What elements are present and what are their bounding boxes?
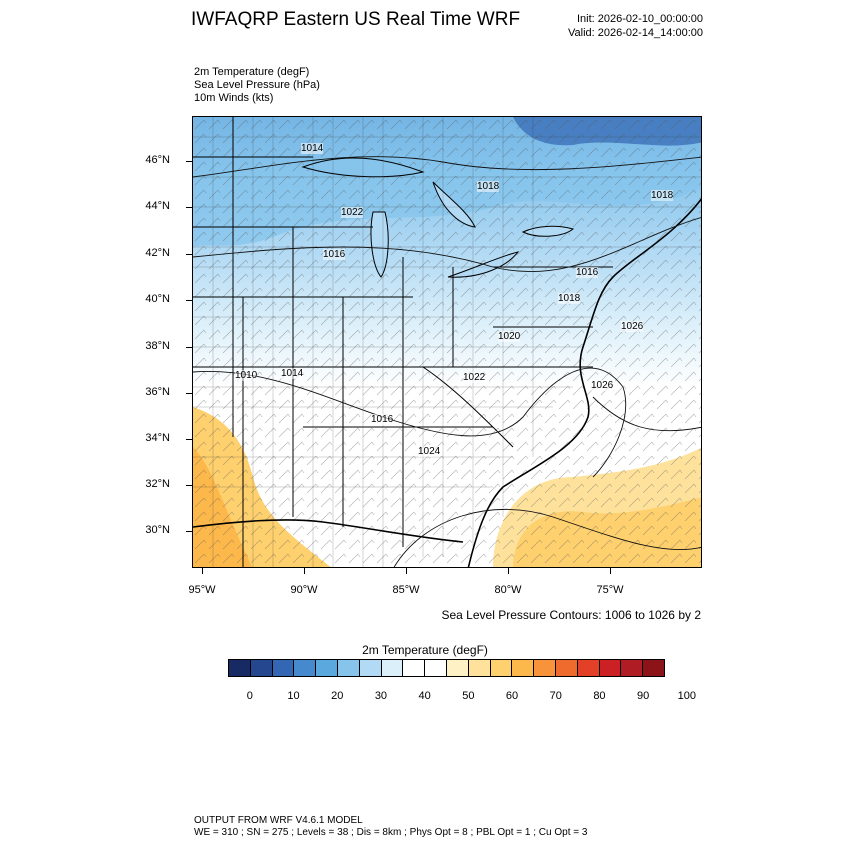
colorbar-box bbox=[577, 660, 600, 676]
weather-map: 1014 1018 1018 1016 1016 1018 1020 1022 … bbox=[192, 116, 702, 568]
lat-label: 38°N bbox=[145, 340, 170, 352]
county-borders bbox=[193, 117, 701, 567]
colorbar-label: 80 bbox=[593, 690, 606, 702]
lat-tick bbox=[186, 393, 192, 394]
lat-label: 42°N bbox=[145, 247, 170, 259]
colorbar-box bbox=[294, 660, 317, 676]
lat-label: 44°N bbox=[145, 200, 170, 212]
colorbar-label: 40 bbox=[418, 690, 431, 702]
lon-tick bbox=[304, 568, 305, 574]
colorbar bbox=[228, 659, 665, 677]
pressure-label: 1018 bbox=[558, 293, 581, 304]
colorbar-box bbox=[512, 660, 535, 676]
lon-tick bbox=[610, 568, 611, 574]
init-time: Init: 2026-02-10_00:00:00 bbox=[577, 13, 703, 25]
lat-tick bbox=[186, 254, 192, 255]
colorbar-label: 60 bbox=[505, 690, 519, 702]
colorbar-label: 10 bbox=[287, 690, 300, 702]
colorbar-box bbox=[425, 660, 447, 676]
colorbar-box bbox=[468, 660, 491, 676]
colorbar-box bbox=[534, 660, 556, 676]
colorbar-label: 30 bbox=[374, 690, 388, 702]
colorbar-box bbox=[250, 660, 273, 676]
lat-label: 40°N bbox=[145, 293, 170, 305]
pressure-label: 1018 bbox=[477, 181, 500, 192]
pressure-label: 1016 bbox=[323, 249, 346, 260]
colorbar-label: 50 bbox=[462, 690, 475, 702]
colorbar-label: 90 bbox=[637, 690, 650, 702]
lon-label: 90°W bbox=[290, 584, 318, 596]
lake-michigan bbox=[370, 211, 389, 278]
lat-tick bbox=[186, 347, 192, 348]
lon-label: 85°W bbox=[392, 584, 420, 596]
colorbar-label: 0 bbox=[246, 690, 253, 702]
colorbar-box bbox=[446, 660, 469, 676]
pressure-label: 1018 bbox=[651, 190, 674, 201]
lat-label: 32°N bbox=[145, 478, 170, 490]
lat-tick bbox=[186, 300, 192, 301]
map-canvas bbox=[193, 117, 701, 567]
lon-label: 95°W bbox=[188, 584, 216, 596]
colorbar-label: 100 bbox=[677, 690, 697, 702]
pressure-label: 1020 bbox=[498, 331, 521, 342]
colorbar-box bbox=[403, 660, 426, 676]
lat-label: 36°N bbox=[145, 386, 170, 398]
colorbar-box bbox=[599, 660, 622, 676]
colorbar-box bbox=[272, 660, 295, 676]
colorbar-title: 2m Temperature (degF) bbox=[362, 643, 488, 657]
lon-tick bbox=[508, 568, 509, 574]
lon-tick bbox=[202, 568, 203, 574]
colorbar-box bbox=[621, 660, 644, 676]
lat-label: 30°N bbox=[145, 524, 170, 536]
colorbar-label: 20 bbox=[331, 690, 344, 702]
lon-tick bbox=[406, 568, 407, 574]
pressure-label: 1014 bbox=[301, 143, 324, 154]
lon-label: 75°W bbox=[596, 584, 624, 596]
map-title: IWFAQRP Eastern US Real Time WRF bbox=[191, 9, 521, 30]
colorbar-box bbox=[229, 660, 251, 676]
model-info: OUTPUT FROM WRF V4.6.1 MODEL bbox=[194, 815, 363, 826]
pressure-label: 1010 bbox=[235, 370, 258, 381]
east-coastline bbox=[467, 198, 701, 567]
lat-label: 34°N bbox=[145, 432, 170, 444]
pressure-label: 1026 bbox=[621, 321, 644, 332]
lat-tick bbox=[186, 531, 192, 532]
pressure-label: 1016 bbox=[576, 267, 599, 278]
model-config: WE = 310 ; SN = 275 ; Levels = 38 ; Dis … bbox=[194, 827, 588, 838]
lat-tick bbox=[186, 161, 192, 162]
pressure-label: 1022 bbox=[341, 207, 364, 218]
pressure-label: 1024 bbox=[418, 446, 441, 457]
lat-tick bbox=[186, 207, 192, 208]
field-pressure: Sea Level Pressure (hPa) bbox=[194, 79, 320, 91]
lat-tick bbox=[186, 485, 192, 486]
pressure-label: 1022 bbox=[463, 372, 486, 383]
contour-note: Sea Level Pressure Contours: 1006 to 102… bbox=[441, 608, 702, 622]
lon-label: 80°W bbox=[494, 584, 522, 596]
lat-label: 46°N bbox=[145, 154, 170, 166]
gulf-coastline bbox=[193, 519, 464, 543]
pressure-contours bbox=[193, 156, 701, 567]
valid-time: Valid: 2026-02-14_14:00:00 bbox=[568, 27, 703, 39]
colorbar-box bbox=[316, 660, 338, 676]
colorbar-box bbox=[337, 660, 360, 676]
colorbar-box bbox=[643, 660, 664, 676]
lake-ontario bbox=[521, 225, 575, 237]
pressure-label: 1026 bbox=[591, 380, 614, 391]
colorbar-box bbox=[359, 660, 382, 676]
colorbar-label: 70 bbox=[549, 690, 562, 702]
wind-barbs bbox=[193, 117, 701, 567]
colorbar-box bbox=[490, 660, 513, 676]
pressure-label: 1014 bbox=[281, 368, 304, 379]
colorbar-box bbox=[555, 660, 578, 676]
lat-tick bbox=[186, 439, 192, 440]
field-winds: 10m Winds (kts) bbox=[194, 92, 274, 104]
field-temperature: 2m Temperature (degF) bbox=[194, 66, 310, 78]
colorbar-box bbox=[381, 660, 404, 676]
pressure-label: 1016 bbox=[371, 414, 394, 425]
